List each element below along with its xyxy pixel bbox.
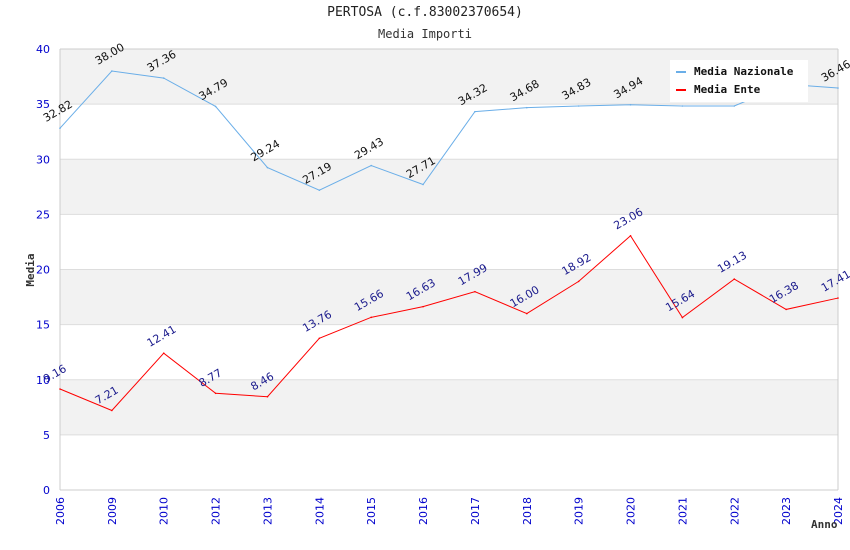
- y-tick-label: 40: [36, 43, 50, 56]
- data-point: [370, 316, 373, 319]
- y-tick-label: 15: [36, 319, 50, 332]
- legend-swatch-blue: [676, 71, 686, 73]
- data-point: [733, 105, 736, 107]
- legend-item-media-nazionale: Media Nazionale: [676, 65, 793, 79]
- x-tick-label: 2024: [832, 497, 845, 525]
- x-tick-label: 2012: [210, 497, 223, 525]
- data-point: [526, 312, 528, 315]
- legend-label: Media Ente: [694, 83, 761, 96]
- data-point: [318, 189, 321, 192]
- x-tick-label: 2014: [313, 497, 326, 525]
- chart-subtitle: Media Importi: [378, 27, 472, 41]
- data-point: [318, 337, 321, 340]
- x-tick-label: 2009: [106, 497, 119, 525]
- x-tick-label: 2019: [573, 497, 586, 525]
- legend-item-media-ente: Media Ente: [676, 83, 760, 97]
- data-point: [785, 308, 787, 311]
- data-point: [733, 278, 736, 280]
- x-tick-label: 2017: [469, 497, 482, 525]
- y-tick-label: 25: [36, 208, 50, 221]
- y-tick-label: 35: [36, 98, 50, 111]
- data-point: [629, 103, 632, 106]
- data-point: [526, 106, 528, 109]
- grid-band: [60, 379, 838, 435]
- data-point: [266, 166, 269, 169]
- data-point: [837, 87, 839, 89]
- data-point: [111, 409, 113, 412]
- data-point: [681, 105, 684, 107]
- x-tick-label: 2010: [158, 497, 171, 525]
- data-point: [422, 305, 424, 308]
- x-tick-label: 2018: [521, 497, 534, 525]
- x-tick-label: 2023: [780, 497, 793, 525]
- data-label: 12.41: [145, 323, 179, 350]
- data-point: [162, 77, 165, 79]
- data-point: [59, 127, 61, 129]
- data-point: [214, 105, 217, 108]
- x-tick-label: 2021: [676, 497, 689, 525]
- data-point: [837, 297, 839, 299]
- y-tick-label: 0: [43, 484, 50, 497]
- y-axis-label: Media: [24, 253, 37, 286]
- legend-swatch-red: [676, 89, 686, 91]
- data-point: [474, 110, 476, 113]
- data-point: [422, 183, 424, 186]
- x-tick-label: 2016: [417, 497, 430, 525]
- data-label: 29.43: [352, 135, 386, 162]
- x-tick-label: 2006: [54, 497, 67, 525]
- x-axis-label: Anno: [811, 518, 838, 531]
- series-line-media-ente: [59, 235, 839, 412]
- data-point: [111, 70, 113, 72]
- data-point: [681, 316, 684, 319]
- y-tick-label: 30: [36, 153, 50, 166]
- x-tick-label: 2020: [625, 497, 638, 525]
- data-point: [577, 280, 580, 283]
- data-point: [370, 164, 373, 167]
- data-point: [59, 388, 61, 390]
- x-tick-label: 2013: [261, 497, 274, 525]
- grid-band: [60, 159, 838, 215]
- chart-title: PERTOSA (c.f.83002370654): [327, 5, 523, 20]
- data-point: [162, 352, 165, 354]
- y-tick-label: 20: [36, 264, 50, 277]
- x-tick-label: 2015: [365, 497, 378, 525]
- data-point: [266, 395, 269, 398]
- data-point: [629, 234, 632, 237]
- y-tick-label: 5: [43, 429, 50, 442]
- legend: Media Nazionale Media Ente: [670, 60, 808, 102]
- y-tick-label: 10: [36, 374, 50, 387]
- legend-label: Media Nazionale: [694, 65, 794, 78]
- data-point: [577, 105, 580, 107]
- series-line-media-nazionale: [59, 70, 839, 191]
- data-point: [214, 392, 217, 395]
- x-tick-label: 2022: [728, 497, 741, 525]
- data-point: [474, 290, 476, 293]
- grid-band: [60, 269, 838, 325]
